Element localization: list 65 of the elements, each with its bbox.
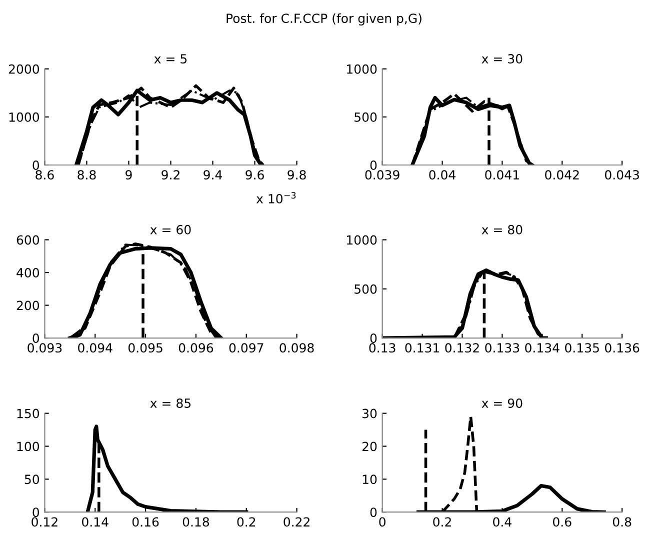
x-tick-label: 0.039 (365, 170, 400, 180)
y-tick-label: 100 (17, 442, 40, 452)
x-tick-label: 9 (126, 170, 132, 180)
x-tick-label: 0.22 (284, 517, 310, 527)
y-tick-label: 0 (370, 333, 377, 343)
x-tick-label: 0.04 (429, 170, 456, 180)
chart-title: x = 80 (482, 224, 522, 234)
x-tick-label: 0.095 (128, 343, 162, 353)
x-tick-label: 0.12 (32, 517, 58, 527)
y-tick-label: 50 (24, 474, 40, 484)
y-tick-label: 30 (362, 408, 377, 418)
x-tick-label: 0.132 (445, 343, 479, 353)
chart-title: x = 30 (482, 54, 522, 64)
x-tick-label: 0.135 (565, 343, 599, 353)
x-tick-label: 0.096 (178, 343, 214, 353)
chart-title: x = 5 (154, 54, 187, 64)
x-tick-label: 9.8 (288, 170, 306, 180)
chart-title: x = 90 (482, 398, 522, 408)
x-tick-label: 8.6 (36, 170, 54, 180)
x-tick-label: 0.097 (229, 343, 264, 353)
x-tick-label: 0.134 (525, 343, 560, 353)
y-tick-label: 150 (17, 408, 40, 418)
y-tick-label: 400 (16, 268, 40, 278)
chart-title: x = 60 (150, 224, 191, 234)
x-tick-label: 0.14 (82, 517, 108, 527)
x-tick-label: 0.8 (612, 517, 632, 527)
x-tick-label: 0.042 (545, 170, 579, 180)
x-tick-label: 0.098 (280, 343, 314, 353)
x-tick-label: 0.136 (605, 343, 640, 353)
y-tick-label: 0 (32, 333, 40, 343)
x-tick-label: 0.133 (485, 343, 520, 353)
x-tick-label: 0.131 (405, 343, 440, 353)
x-tick-label: 0.043 (605, 170, 639, 180)
y-tick-label: 200 (16, 300, 40, 310)
text: x 10$^{−3}$ (256, 192, 296, 204)
y-tick-label: 0 (32, 508, 40, 518)
x-tick-label: 0.041 (485, 170, 519, 180)
x-tick-label: 0.18 (182, 517, 210, 527)
x-tick-label: 0.094 (78, 343, 112, 353)
y-tick-label: 1000 (347, 64, 377, 74)
y-tick-label: 0 (370, 508, 377, 518)
y-tick-label: 10 (362, 474, 377, 484)
y-tick-label: 500 (354, 112, 377, 122)
y-tick-label: 1000 (9, 112, 40, 122)
x-tick-label: 0 (379, 517, 386, 527)
y-tick-label: 0 (32, 160, 40, 170)
x-tick-label: 0.2 (433, 517, 451, 527)
y-tick-label: 0 (370, 160, 377, 170)
text: Post. for C.F.CCP (for given p,G) (226, 13, 422, 26)
y-tick-label: 2000 (8, 64, 40, 74)
x-tick-label: 8.8 (78, 170, 96, 180)
x-tick-label: 0.4 (493, 517, 512, 527)
x-tick-label: 0.093 (28, 343, 62, 353)
y-tick-label: 1000 (347, 235, 377, 245)
x-tick-label: 9.2 (162, 170, 180, 180)
y-tick-label: 20 (362, 442, 377, 452)
x-tick-label: 0.13 (369, 343, 396, 353)
y-tick-label: 500 (354, 284, 377, 294)
chart-title: x = 85 (150, 398, 191, 408)
x-tick-label: 0.2 (237, 517, 256, 527)
x-tick-label: 0.16 (132, 517, 159, 527)
x-tick-label: 0.6 (553, 517, 572, 527)
x-tick-label: 9.6 (246, 170, 264, 180)
y-tick-label: 600 (16, 235, 40, 245)
x-tick-label: 9.4 (204, 170, 222, 180)
